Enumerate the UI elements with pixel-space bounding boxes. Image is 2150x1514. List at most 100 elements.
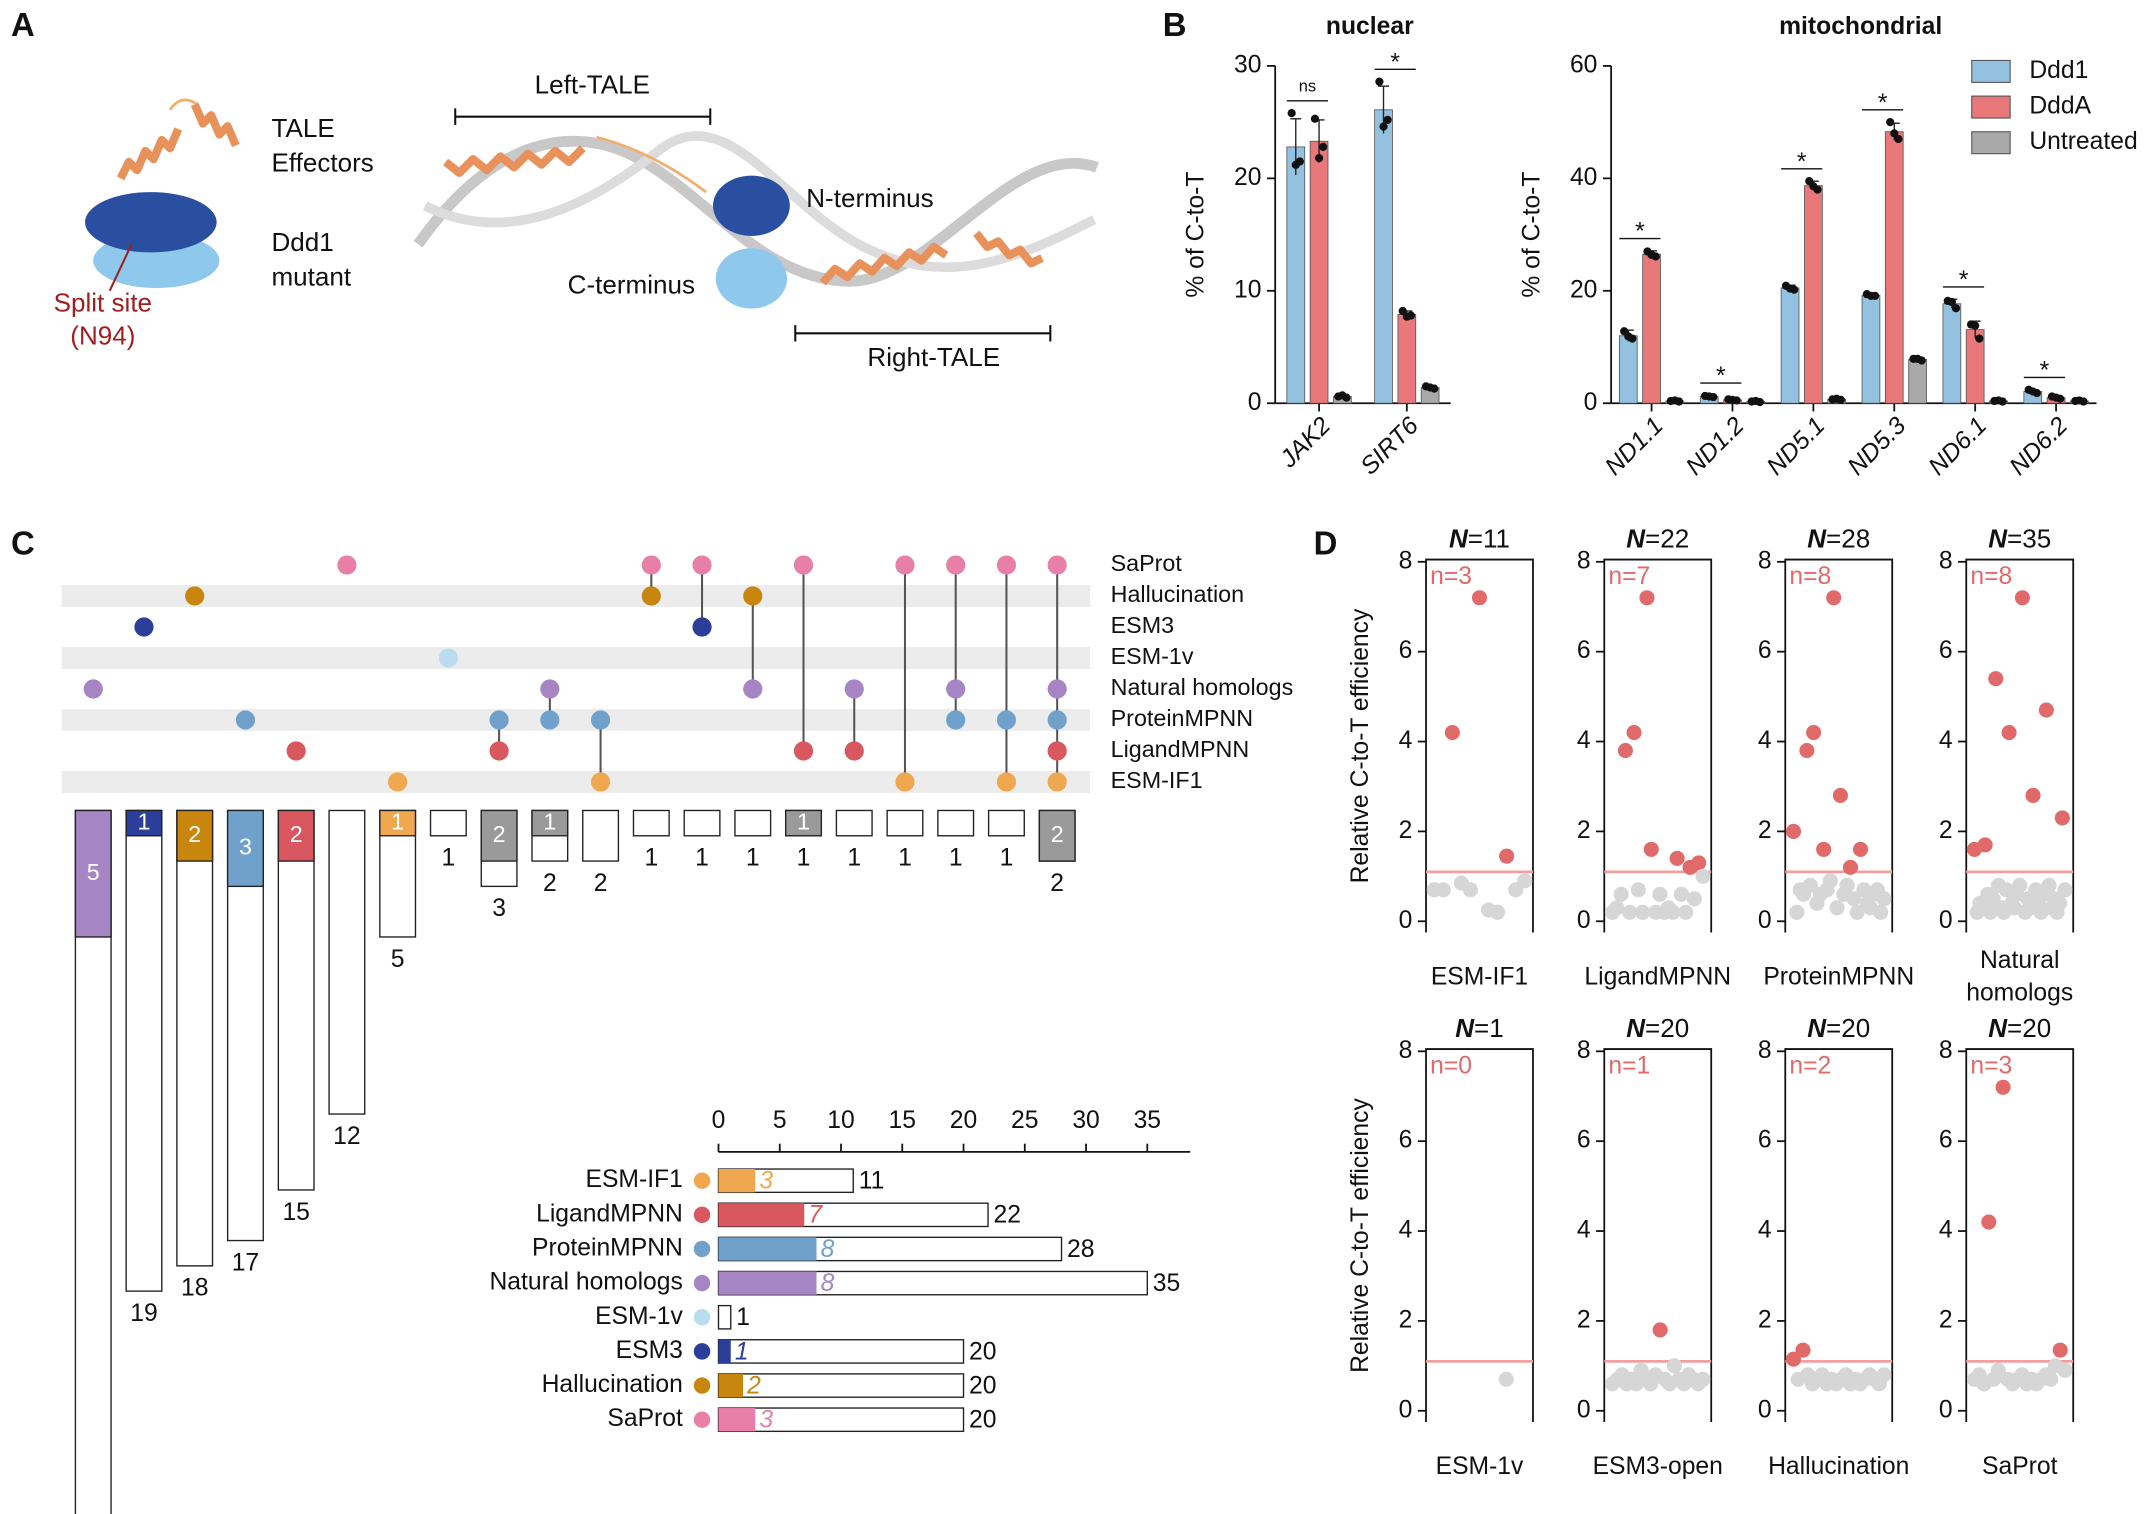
panel-label: C xyxy=(11,525,35,562)
summary-dot xyxy=(693,1206,711,1224)
y-tick-label: 8 xyxy=(1758,1037,1772,1064)
replicate-dot xyxy=(1375,77,1384,86)
size-label: 1 xyxy=(847,845,861,872)
significance-label: ns xyxy=(1299,77,1316,95)
y-tick-label: 8 xyxy=(1399,1037,1413,1064)
hits-label: n=8 xyxy=(1970,563,2012,590)
significance-label: * xyxy=(1716,363,1726,390)
size-label: 2 xyxy=(1050,870,1064,897)
hits-label: n=7 xyxy=(1608,563,1650,590)
bar xyxy=(1642,253,1661,404)
set-dot xyxy=(946,710,966,730)
set-label: Hallucination xyxy=(1111,581,1244,607)
total-bar xyxy=(717,1339,965,1364)
x-axis-title: SaProt xyxy=(1982,1453,2058,1480)
y-tick-label: 0 xyxy=(1939,1396,1953,1423)
y-tick-label: 2 xyxy=(1399,1306,1413,1333)
count-value: =22 xyxy=(1645,523,1689,553)
set-dot xyxy=(388,772,408,792)
x-tick-label: ND6.2 xyxy=(2005,412,2074,481)
point xyxy=(1839,877,1855,893)
set-dot xyxy=(895,772,915,792)
y-tick-label: 8 xyxy=(1577,547,1591,574)
replicate-dot xyxy=(1975,334,1984,343)
count-symbol: N xyxy=(1807,1013,1827,1043)
bar xyxy=(1286,146,1306,404)
size-label: 1 xyxy=(1000,845,1014,872)
set-label: LigandMPNN xyxy=(1111,736,1250,762)
replicate-dot xyxy=(1310,114,1320,123)
y-tick-label: 8 xyxy=(1939,1037,1953,1064)
replicate-dot xyxy=(1994,396,2003,405)
y-tick-label: 0 xyxy=(1577,907,1591,934)
set-label: ProteinMPNN xyxy=(1111,705,1253,731)
success-label: 3 xyxy=(759,1407,773,1434)
point xyxy=(1846,891,1862,907)
y-axis-title: Relative C-to-T efficiency xyxy=(1347,608,1374,883)
set-dot xyxy=(844,741,864,761)
set-dot xyxy=(641,555,661,575)
point xyxy=(1613,886,1629,902)
point xyxy=(1695,1371,1711,1387)
intersection-bar xyxy=(937,809,975,837)
label: Split site xyxy=(54,287,152,317)
x-axis-title: LigandMPNN xyxy=(1584,963,1731,990)
replicate-dot xyxy=(1705,392,1714,401)
intersection-bar xyxy=(632,809,670,837)
point xyxy=(1691,855,1707,871)
size-label: 1 xyxy=(644,845,658,872)
summary-dot xyxy=(693,1274,711,1292)
point xyxy=(2025,787,2041,804)
point xyxy=(1686,891,1702,907)
y-tick-label: 2 xyxy=(1399,817,1413,844)
set-dot xyxy=(996,772,1017,792)
point xyxy=(1829,900,1845,916)
size-label: 2 xyxy=(543,870,557,897)
total-label: 28 xyxy=(1067,1236,1094,1263)
x-tick-label: ND5.3 xyxy=(1843,412,1912,481)
set-dot xyxy=(1047,679,1067,699)
hit-label: 1 xyxy=(543,808,556,834)
helix xyxy=(443,145,586,177)
x-axis-title: ProteinMPNN xyxy=(1763,963,1914,990)
point xyxy=(2052,895,2068,911)
set-dot xyxy=(235,710,256,730)
replicate-dot xyxy=(1314,154,1324,163)
significance-label: * xyxy=(1797,149,1807,176)
y-tick-label: 2 xyxy=(1758,817,1772,844)
ddd1-n-half xyxy=(713,175,790,236)
replicate-dot xyxy=(1319,142,1328,151)
point xyxy=(1626,725,1642,741)
panel-title: N=11 xyxy=(1449,523,1510,553)
dna-strand xyxy=(413,135,1099,287)
set-dot xyxy=(946,679,966,699)
x-axis-title: ESM-1v xyxy=(1436,1453,1524,1480)
hit-label: 2 xyxy=(1051,821,1064,847)
significance-label: * xyxy=(1390,49,1400,76)
y-tick-label: 6 xyxy=(1577,1127,1591,1154)
size-label: 1 xyxy=(797,845,811,872)
hit-label: 2 xyxy=(188,821,201,847)
legend-swatch xyxy=(1971,59,2011,83)
point xyxy=(1695,868,1711,884)
success-bar xyxy=(718,1339,731,1364)
intersection-hit-bar xyxy=(531,809,569,837)
replicate-dot xyxy=(1951,304,1961,313)
set-dot xyxy=(1047,741,1067,761)
label: (N94) xyxy=(70,320,135,350)
panel-title: N=22 xyxy=(1626,523,1689,553)
set-dot xyxy=(540,710,560,730)
label: Left-TALE xyxy=(535,69,650,99)
bar xyxy=(1908,358,1927,404)
y-axis-title: Relative C-to-T efficiency xyxy=(1347,1098,1374,1373)
chart-title: nuclear xyxy=(1326,13,1414,40)
point xyxy=(1673,886,1689,902)
intersection-bar xyxy=(582,809,620,862)
set-dot xyxy=(590,710,611,730)
point xyxy=(1852,841,1869,857)
set-label: ESM-IF1 xyxy=(1111,767,1203,793)
set-dot xyxy=(844,679,864,699)
x-tick-label: 35 xyxy=(1134,1107,1161,1134)
y-tick-label: 6 xyxy=(1758,637,1772,664)
row-stripe xyxy=(61,585,1091,607)
